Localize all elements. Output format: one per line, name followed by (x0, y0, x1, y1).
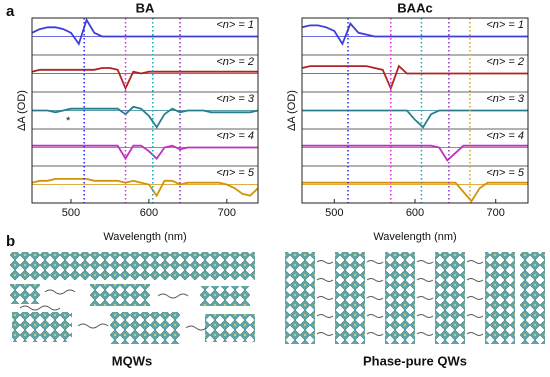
spectrum (301, 64, 528, 91)
mqw-structure (10, 252, 255, 344)
legend-entry: <n> = 5 (216, 167, 255, 179)
annotation: * (66, 115, 71, 127)
x-tick-label: 500 (325, 207, 343, 219)
spectrum (32, 144, 258, 161)
panel-label: a (6, 3, 15, 20)
phase-pure-structure (285, 252, 545, 344)
spectrum (302, 109, 528, 129)
x-tick-label: 700 (218, 207, 236, 219)
spectrum (31, 17, 258, 46)
plot-frame (31, 17, 259, 204)
legend-entry: <n> = 5 (486, 167, 525, 179)
x-axis-label: Wavelength (nm) (373, 231, 456, 243)
x-tick-label: 600 (140, 207, 158, 219)
chart-title: BA (136, 0, 155, 15)
structure-label: Phase-pure QWs (363, 353, 467, 368)
legend-entry: <n> = 1 (486, 19, 524, 31)
y-axis-label: ΔA (OD) (286, 90, 298, 131)
panel-label: b (6, 233, 15, 250)
spectrum (31, 67, 258, 91)
legend-entry: <n> = 2 (216, 56, 254, 68)
spectrum (302, 144, 528, 162)
legend-entry: <n> = 2 (486, 56, 524, 68)
spectrum (301, 21, 528, 46)
legend-entry: <n> = 4 (216, 130, 254, 142)
spectrum (32, 105, 259, 129)
spectrum (31, 178, 259, 198)
chart-title: BAAc (397, 0, 432, 15)
legend-entry: <n> = 4 (486, 130, 524, 142)
spectrum (302, 181, 528, 203)
structure-label: MQWs (112, 353, 152, 368)
legend-entry: <n> = 1 (216, 19, 254, 31)
x-tick-label: 600 (406, 207, 424, 219)
x-tick-label: 500 (62, 207, 80, 219)
y-axis-label: ΔA (OD) (16, 90, 28, 131)
legend-entry: <n> = 3 (486, 93, 525, 105)
x-tick-label: 700 (487, 207, 505, 219)
legend-entry: <n> = 3 (216, 93, 255, 105)
x-axis-label: Wavelength (nm) (103, 231, 186, 243)
